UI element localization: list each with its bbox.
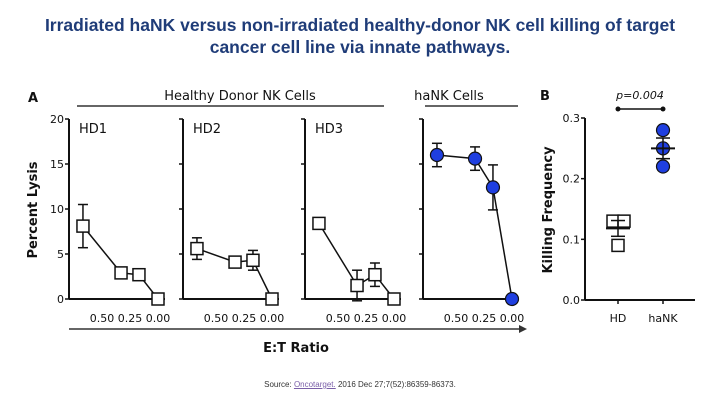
series-label-HD3: HD3 [315,122,343,137]
x-axis-arrowhead [519,325,527,333]
y-tick-label: 0 [57,293,64,306]
y-tick-label: 0.3 [563,112,581,125]
x-tick-label: haNK [648,312,678,325]
data-point-HD3 [350,278,364,293]
data-point-haNK [655,159,671,174]
x-tick-label: 0.25 [472,312,497,325]
series-label-HD2: HD2 [193,122,221,137]
y-tick-label: 0.2 [563,173,581,186]
source-citation: Source: Oncotarget. 2016 Dec 27;7(52):86… [0,380,720,389]
y-axis-label-b: Killing Frequency [541,146,556,274]
x-tick-label: 0.50 [444,312,469,325]
data-point-haNK [467,151,483,166]
p-value-annotation: p=0.004 [615,89,664,102]
series-line-HD3 [318,223,395,300]
data-point-HD2 [228,255,242,269]
data-point-haNK [429,147,445,163]
x-tick-label: 0.50 [326,312,351,325]
data-point-haNK [485,180,501,195]
data-point-HD [611,238,625,253]
data-point-HD1 [132,267,146,282]
x-axis-label-a: E:T Ratio [263,341,329,356]
panel-label-b: B [540,89,550,104]
x-tick-label: 0.00 [500,312,525,325]
series-label-HD1: HD1 [79,122,107,137]
x-tick-label: 0.50 [204,312,229,325]
group-label-healthy: Healthy Donor NK Cells [164,89,316,104]
y-tick-label: 10 [50,203,64,216]
x-tick-label: 0.00 [146,312,171,325]
data-point-HD3 [368,267,382,282]
source-prefix: Source: [264,380,292,389]
y-tick-label: 15 [50,158,64,171]
source-rest: 2016 Dec 27;7(52):86359-86373. [337,380,456,389]
data-point-HD1 [76,219,90,233]
y-tick-label: 0.1 [563,233,581,246]
data-point-HD1 [114,266,128,280]
x-tick-label: HD [610,312,627,325]
series-line-haNK [436,154,513,300]
data-point-HD2 [246,253,260,268]
title-line-1: Irradiated haNK versus non-irradiated he… [44,15,676,35]
x-tick-label: 0.25 [118,312,143,325]
data-point-HD3 [312,216,326,231]
data-point-HD3 [387,292,401,306]
significance-end [660,106,666,112]
slide-title: Irradiated haNK versus non-irradiated he… [0,14,720,58]
x-tick-label: 0.00 [382,312,407,325]
significance-end [615,106,621,112]
x-tick-label: 0.25 [232,312,257,325]
data-point-haNK [504,291,520,307]
series-line-HD1 [82,225,159,300]
data-point-HD2 [265,292,279,306]
x-tick-label: 0.25 [354,312,379,325]
title-line-2: cancer cell line via innate pathways. [209,37,511,57]
x-tick-label: 0.50 [90,312,115,325]
y-tick-label: 20 [50,113,64,126]
data-point-HD1 [151,292,165,306]
data-point-HD2 [190,241,204,256]
group-label-hank: haNK Cells [414,89,484,104]
panel-label-a: A [28,91,38,106]
y-tick-label: 5 [57,248,64,261]
y-axis-label-a: Percent Lysis [26,161,41,258]
data-point-haNK [655,123,671,138]
series-line-HD2 [196,247,273,300]
y-tick-label: 0.0 [563,294,581,307]
x-tick-label: 0.00 [260,312,285,325]
source-link[interactable]: Oncotarget. [293,380,336,389]
